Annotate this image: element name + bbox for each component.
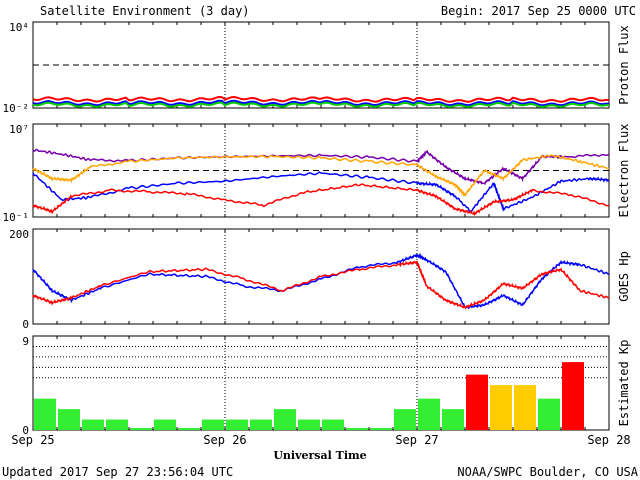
kp-bar [394,409,416,430]
x-tick-label: Sep 25 [11,433,54,447]
goes-hp-panel: 200 0 GOES Hp [9,228,631,331]
series-line [32,99,610,107]
series-line [32,183,610,217]
y-tick-label: 0 [22,424,29,437]
series-line [32,101,610,109]
x-axis: Sep 25 Sep 26 Sep 27 Sep 28 [11,433,630,447]
series-line [32,260,610,310]
series-line [32,252,610,310]
kp-bar [538,398,560,430]
kp-bar [346,427,368,430]
series-line [32,95,610,103]
x-tick-label: Sep 28 [587,433,630,447]
kp-bar [322,419,344,430]
kp-bar [226,419,248,430]
x-tick-label: Sep 26 [203,433,246,447]
kp-bar [490,385,512,430]
chart-title: Satellite Environment (3 day) [40,4,250,18]
panel-frame [32,21,610,109]
series-line [32,148,610,185]
estimated-kp-panel: 9 0 Estimated Kp [22,335,631,437]
y-axis-title: Electron Flux [617,124,631,218]
kp-bar [154,419,176,430]
kp-bar [418,398,440,430]
y-tick-label: 200 [9,228,29,241]
source-credit: NOAA/SWPC Boulder, CO USA [457,465,638,479]
kp-bar [370,427,392,430]
y-tick-label: 0 [22,318,29,331]
kp-bar [202,419,224,430]
begin-time: Begin: 2017 Sep 25 0000 UTC [441,4,636,18]
kp-bar [298,419,320,430]
y-axis-title: Estimated Kp [617,340,631,427]
y-tick-label: 10⁷ [9,123,29,136]
y-tick-label: 9 [22,335,29,348]
updated-timestamp: Updated 2017 Sep 27 23:56:04 UTC [2,465,233,479]
kp-bar [250,419,272,430]
kp-bar [58,409,80,430]
kp-bar [178,427,200,430]
y-tick-label: 10⁻² [3,102,30,115]
y-axis-title: Proton Flux [617,25,631,104]
kp-bar [106,419,128,430]
proton-flux-panel: 10⁴ 10⁻² Proton Flux [3,21,632,115]
y-tick-label: 10⁻¹ [3,211,30,224]
y-tick-label: 10⁴ [9,21,29,34]
kp-bar [442,409,464,430]
kp-bar [274,409,296,430]
kp-bar [514,385,536,430]
kp-bar [562,362,584,430]
electron-flux-panel: 10⁷ 10⁻¹ Electron Flux [3,123,632,224]
kp-bar [34,398,56,430]
panel-frame [32,123,610,218]
kp-bar [82,419,104,430]
x-axis-title: Universal Time [273,449,366,462]
kp-bar [130,427,152,430]
x-tick-label: Sep 27 [395,433,438,447]
y-axis-title: GOES Hp [617,251,631,302]
series-line [32,171,610,213]
kp-bar [466,374,488,430]
series-line [32,154,610,197]
